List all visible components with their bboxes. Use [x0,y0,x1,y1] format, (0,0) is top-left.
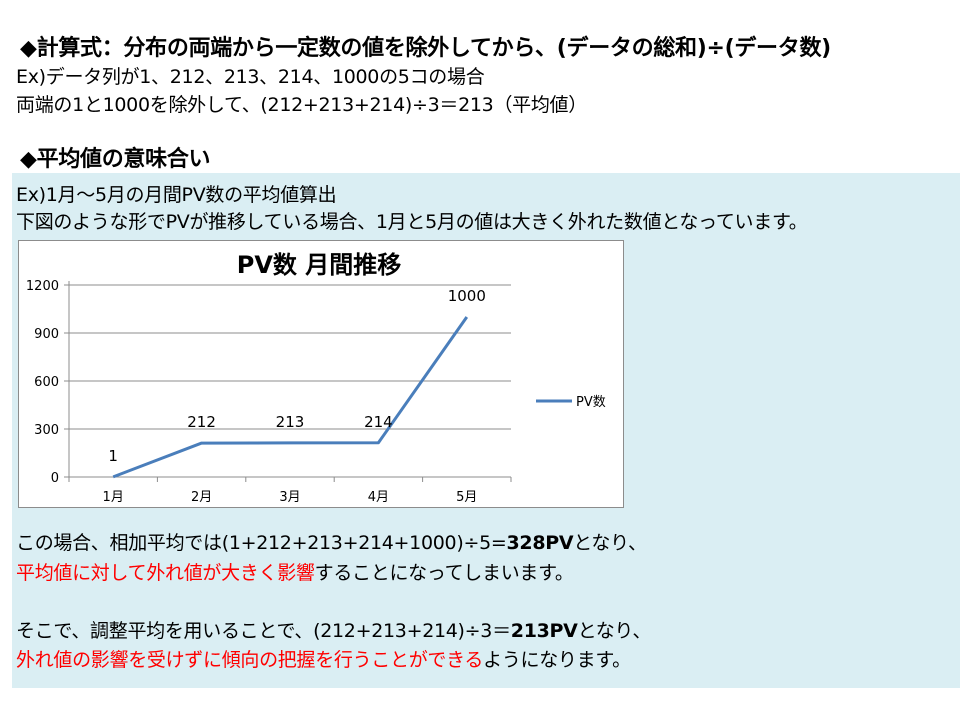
formula-example-line2: 両端の1と1000を除外して、(212+213+214)÷3＝213（平均値） [16,94,587,116]
data-label: 1000 [448,287,486,305]
conclusion-line1-pre: この場合、相加平均では(1+212+213+214+1000)÷5= [16,532,507,554]
trend-highlight: 外れ値の影響を受けずに傾向の把握を行うことができる [16,649,484,671]
chart-legend: PV数 [536,395,606,410]
conclusion-line1-post: となり、 [573,532,647,554]
y-tick-label: 0 [51,471,59,486]
conclusion-line1: この場合、相加平均では(1+212+213+214+1000)÷5=328PVと… [16,528,647,555]
meaning-line1: Ex)1月～5月の月間PV数の平均値算出 [16,184,337,206]
data-label: 214 [364,413,393,431]
x-tick-label: 2月 [191,490,212,505]
pv-chart-svg: PV数 月間推移 0 300 600 900 1200 1月 2月 3月 4月 5月 1 212 21… [26,251,606,505]
pv-chart: PV数 月間推移 0 300 600 900 1200 1月 2月 3月 4月 5月 1 212 21… [18,240,624,508]
x-tick-label: 1月 [103,490,124,505]
x-tick-label: 5月 [456,490,477,505]
conclusion-line3-post: となり、 [577,620,652,642]
formula-example-line1: Ex)データ列が1、212、213、214、1000の5コの場合 [16,66,485,88]
chart-grid [69,284,511,430]
series-line [112,316,469,479]
y-tick-label: 300 [34,423,59,438]
y-tick-label: 900 [34,327,59,342]
outlier-influence-highlight: 平均値に対して外れ値が大きく影響 [16,562,315,584]
x-tick-label: 4月 [368,490,389,505]
data-label: 213 [276,413,305,431]
arithmetic-mean-value: 328PV [506,532,574,554]
y-tick-label: 1200 [26,279,59,294]
chart-axes: 0 300 600 900 1200 1月 2月 3月 4月 5月 [26,279,512,505]
y-tick-label: 600 [34,375,59,390]
meaning-line2: 下図のような形でPVが推移している場合、1月と5月の値は大きく外れた数値となって… [16,211,808,233]
conclusion-line3-pre: そこで、調整平均を用いることで、(212+213+214)÷3＝ [16,620,511,642]
meaning-heading: ◆平均値の意味合い [20,147,211,172]
data-label: 1 [108,447,118,465]
trimmed-mean-value: 213PV [510,620,578,642]
conclusion-line3: そこで、調整平均を用いることで、(212+213+214)÷3＝213PVとなり… [16,616,651,643]
conclusion-line2-post: することになってしまいます。 [314,562,574,584]
conclusion-line2: 平均値に対して外れ値が大きく影響することになってしまいます。 [16,558,574,585]
data-label: 212 [187,413,216,431]
conclusion-line4: 外れ値の影響を受けずに傾向の把握を行うことができるようになります。 [16,645,631,672]
chart-title: PV数 月間推移 [237,251,402,279]
conclusion-line4-post: ようになります。 [483,649,631,671]
legend-label: PV数 [576,395,606,410]
formula-heading: ◆計算式：分布の両端から一定数の値を除外してから、(データの総和)÷(データ数) [20,36,831,61]
x-tick-label: 3月 [279,490,300,505]
chart-series: 1 212 213 214 1000 [108,287,486,479]
